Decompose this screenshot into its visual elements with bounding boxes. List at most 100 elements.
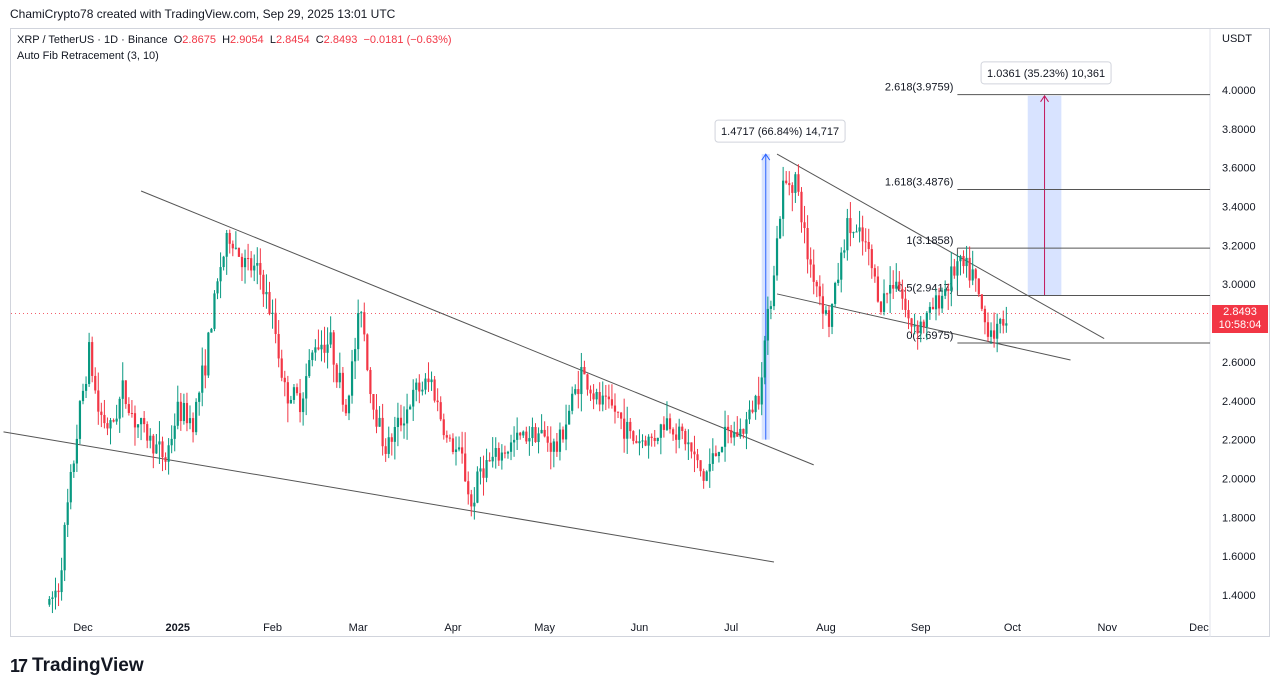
candle-body — [326, 344, 329, 353]
candle-body — [858, 227, 861, 232]
candle-body — [170, 438, 173, 446]
x-tick-label: Nov — [1097, 622, 1117, 634]
candle-body — [57, 590, 60, 593]
candle-body — [485, 460, 488, 478]
candle-body — [225, 232, 228, 257]
candle-body — [350, 361, 354, 396]
candle-body — [797, 174, 800, 192]
candle-body — [840, 252, 843, 280]
candle-body — [256, 262, 259, 266]
candle-body — [305, 376, 308, 399]
candle-body — [730, 430, 733, 438]
candle-body — [97, 390, 100, 412]
candle-body — [723, 426, 727, 447]
candle-body — [583, 366, 586, 375]
candle-body — [473, 502, 476, 507]
candle-body — [332, 332, 335, 365]
candle-body — [681, 426, 684, 431]
candle-body — [317, 347, 320, 350]
close-label: C — [315, 34, 324, 46]
candle-body — [130, 412, 134, 414]
candle-body — [785, 180, 788, 184]
candle-body — [589, 389, 592, 394]
candle-body — [782, 180, 785, 219]
candle-body — [402, 423, 406, 426]
candle-body — [910, 318, 913, 327]
candle-body — [690, 442, 693, 452]
candle-body — [158, 441, 161, 445]
candle-body — [418, 382, 421, 392]
x-tick-label: 2025 — [166, 622, 190, 634]
measure-arrowhead — [1040, 94, 1049, 103]
candle-body — [806, 228, 809, 260]
candle-body — [895, 281, 898, 289]
symbol-label[interactable]: XRP / TetherUS · 1D · Binance — [17, 34, 168, 46]
candle-body — [601, 395, 604, 405]
chart-legend: XRP / TetherUS · 1D · Binance O2.8675 H2… — [17, 32, 452, 64]
candle-body — [210, 328, 213, 333]
candle-body — [992, 330, 996, 339]
candle-body — [88, 342, 91, 384]
candle-body — [626, 421, 629, 439]
candle-body — [320, 344, 323, 350]
candle-body — [347, 395, 351, 414]
candle-body — [289, 399, 293, 404]
candle-body — [262, 274, 265, 295]
candle-body — [75, 438, 78, 464]
candle-body — [60, 570, 63, 593]
candle-body — [775, 238, 779, 276]
candle-body — [803, 222, 806, 229]
candle-body — [314, 347, 317, 353]
x-tick-label: Apr — [444, 622, 461, 634]
candle-body — [558, 429, 562, 452]
y-tick-label: 3.2000 — [1222, 240, 1256, 252]
candle-body — [152, 435, 155, 454]
candle-body — [360, 312, 363, 314]
candle-body — [494, 448, 497, 457]
candle-body — [571, 393, 574, 411]
candle-body — [739, 428, 742, 437]
candle-body — [638, 441, 641, 444]
y-tick-label: 1.4000 — [1222, 590, 1256, 602]
candle-body — [772, 275, 776, 307]
candle-body — [488, 460, 491, 462]
candle-body — [259, 262, 262, 275]
candle-body — [616, 411, 620, 413]
candle-body — [555, 441, 558, 452]
candle-body — [424, 378, 427, 390]
candle-body — [467, 481, 470, 495]
author-line: ChamiCrypto78 created with TradingView.c… — [10, 7, 396, 21]
candle-body — [173, 425, 176, 439]
candle-body — [139, 418, 143, 425]
x-tick-label: Jul — [724, 622, 738, 634]
candle-body — [176, 401, 179, 426]
candle-body — [381, 417, 384, 447]
candle-body — [607, 396, 610, 400]
candle-body — [916, 325, 919, 334]
current-price-tag: 2.8493 10:58:04 — [1212, 305, 1268, 333]
candle-body — [375, 409, 378, 427]
candle-body — [421, 389, 424, 392]
candle-body — [506, 451, 510, 454]
indicator-label[interactable]: Auto Fib Retracement (3, 10) — [17, 50, 159, 62]
candle-body — [366, 334, 369, 370]
candle-body — [733, 432, 736, 438]
candle-body — [901, 289, 904, 299]
candle-body — [977, 278, 980, 295]
candle-body — [457, 447, 461, 450]
candle-body — [195, 401, 198, 433]
fib-level-label: 0(2.6975) — [906, 330, 953, 342]
top-bar: ChamiCrypto78 created with TradingView.c… — [0, 0, 1280, 28]
candle-body — [687, 442, 690, 445]
candle-body — [237, 247, 241, 257]
candle-body — [629, 421, 632, 432]
candle-body — [971, 269, 974, 281]
candle-body — [439, 402, 442, 420]
footer-logo[interactable]: 17 TradingView — [10, 653, 144, 679]
currency-label[interactable]: USDT — [1222, 33, 1252, 45]
candle-body — [464, 453, 467, 482]
candle-body — [653, 437, 656, 442]
candle-body — [861, 227, 864, 242]
candle-body — [671, 429, 675, 435]
